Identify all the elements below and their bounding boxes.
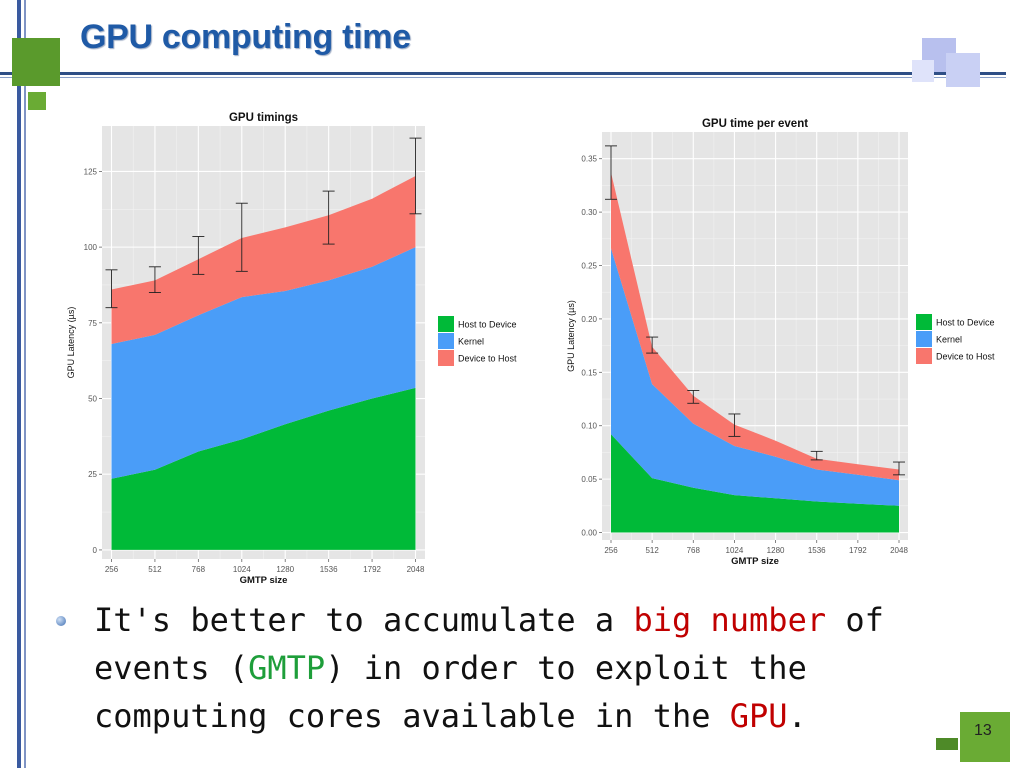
chart-gpu-time-per-event: GPU time per event 0.00 0.05 0.10 0.15 0.20 0.… xyxy=(566,118,995,567)
x-tick-label: 1792 xyxy=(849,546,867,555)
x-tick-label: 1792 xyxy=(363,565,381,574)
area-host-to-device xyxy=(611,434,899,533)
decor-square-green-br xyxy=(960,712,1010,762)
bullet-text-part: ) in order to exploit the computing core… xyxy=(94,649,807,735)
legend-label: Device to Host xyxy=(936,352,995,362)
left-vertical-rule xyxy=(17,0,21,768)
decor-square-lavender-2 xyxy=(946,53,980,87)
legend-label: Kernel xyxy=(458,337,484,347)
title-underline xyxy=(0,72,1006,75)
legend-swatch-device-to-host xyxy=(438,350,454,366)
legend-label: Host to Device xyxy=(936,318,995,328)
y-tick-label: 75 xyxy=(88,319,97,328)
decor-square-lavender-3 xyxy=(912,60,934,82)
legend-swatch-host-to-device xyxy=(438,316,454,332)
area-device-to-host xyxy=(111,176,416,344)
highlight-gpu: GPU xyxy=(729,697,788,735)
x-axis-label: GMTP size xyxy=(240,575,288,586)
x-tick-label: 1024 xyxy=(233,565,251,574)
area-host-to-device xyxy=(111,387,416,550)
y-tick-label: 0.15 xyxy=(581,368,597,377)
legend-swatch-device-to-host xyxy=(916,348,932,364)
y-axis-label: GPU Latency (µs) xyxy=(566,300,576,372)
y-tick-label: 0.00 xyxy=(581,529,597,538)
bullet-text-part: It's better to accumulate a xyxy=(94,601,634,639)
bullet-text-part: of events ( xyxy=(94,601,884,687)
y-tick-label: 125 xyxy=(84,167,98,176)
decor-square-green-small xyxy=(28,92,46,110)
x-tick-label: 1536 xyxy=(320,565,338,574)
y-tick-label: 0 xyxy=(93,546,98,555)
chart-title: GPU time per event xyxy=(702,118,808,130)
x-tick-label: 768 xyxy=(687,546,701,555)
x-tick-label: 512 xyxy=(148,565,162,574)
slide-title: GPU computing time xyxy=(80,18,411,56)
legend-swatch-kernel xyxy=(438,333,454,349)
y-tick-label: 0.35 xyxy=(581,155,597,164)
y-tick-label: 50 xyxy=(88,395,97,404)
x-tick-label: 1536 xyxy=(808,546,826,555)
y-axis-label: GPU Latency (µs) xyxy=(66,307,76,379)
bullet-icon xyxy=(56,616,66,626)
y-tick-label: 0.25 xyxy=(581,262,597,271)
legend-label: Kernel xyxy=(936,335,962,345)
x-tick-label: 768 xyxy=(192,565,206,574)
legend-swatch-host-to-device xyxy=(916,314,932,330)
area-kernel xyxy=(611,248,899,506)
area-kernel xyxy=(111,247,416,479)
decor-square-green xyxy=(12,38,60,86)
legend-label: Host to Device xyxy=(458,320,517,330)
chart-gpu-timings: GPU timings 0 25 50 75 100 125 256 512 768 1024 128… xyxy=(66,112,517,586)
bullet-text-part: . xyxy=(787,697,807,735)
x-tick-label: 1024 xyxy=(726,546,744,555)
x-tick-label: 1280 xyxy=(767,546,785,555)
x-tick-label: 1280 xyxy=(276,565,294,574)
x-tick-label: 256 xyxy=(105,565,119,574)
left-vertical-rule-thin xyxy=(24,0,26,768)
y-tick-label: 0.10 xyxy=(581,422,597,431)
title-underline-thin xyxy=(0,77,1006,78)
y-tick-label: 0.20 xyxy=(581,315,597,324)
y-tick-label: 100 xyxy=(84,243,98,252)
legend-swatch-kernel xyxy=(916,331,932,347)
area-device-to-host xyxy=(611,172,899,481)
y-tick-label: 0.05 xyxy=(581,475,597,484)
bullet-text: It's better to accumulate a big number o… xyxy=(94,596,994,740)
x-tick-label: 512 xyxy=(645,546,659,555)
x-tick-label: 256 xyxy=(604,546,618,555)
x-tick-label: 2048 xyxy=(890,546,908,555)
highlight-gmtp: GMTP xyxy=(248,649,326,687)
x-tick-label: 2048 xyxy=(407,565,425,574)
legend-label: Device to Host xyxy=(458,354,517,364)
y-tick-label: 25 xyxy=(88,470,97,479)
page-number: 13 xyxy=(974,722,992,739)
highlight-big-number: big number xyxy=(633,601,827,639)
y-tick-label: 0.30 xyxy=(581,208,597,217)
decor-square-green-br-small xyxy=(936,738,958,750)
chart-title: GPU timings xyxy=(229,112,298,124)
x-axis-label: GMTP size xyxy=(731,556,779,567)
